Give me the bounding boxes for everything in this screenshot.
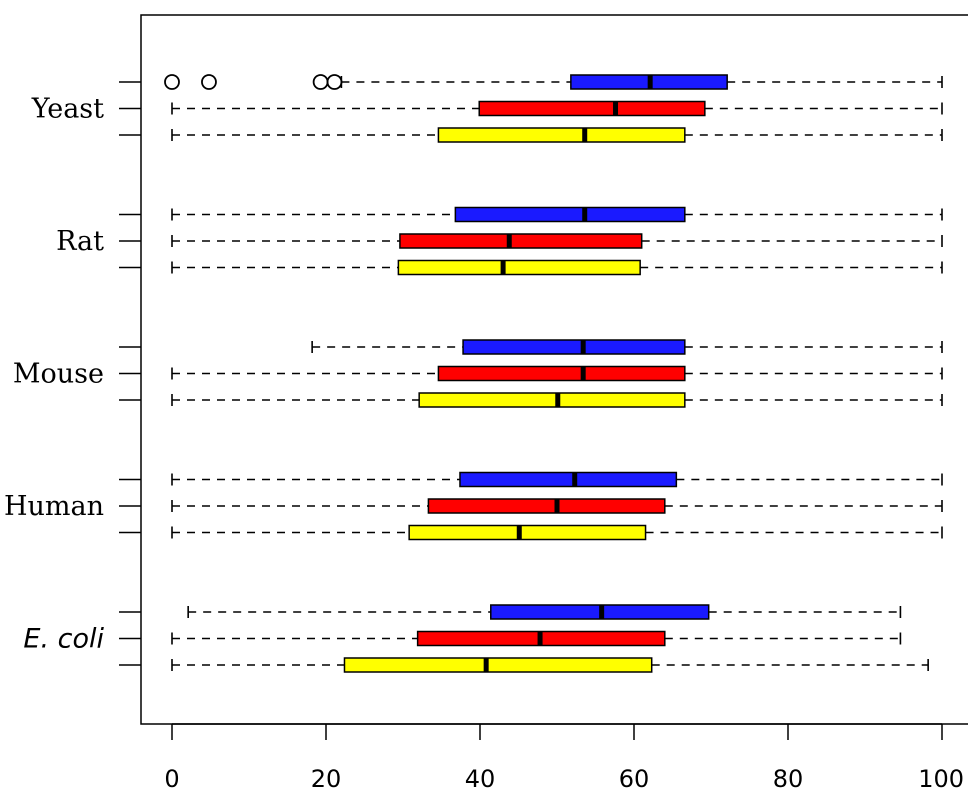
category-label: Human bbox=[4, 491, 104, 522]
outlier-point bbox=[326, 74, 343, 90]
category-labels: Yeast Rat Mouse Human E. coli bbox=[4, 94, 105, 655]
group-0-box-2-iqr-box bbox=[437, 127, 686, 143]
plot-area bbox=[164, 74, 943, 673]
outlier-point bbox=[201, 74, 217, 90]
category-label: Mouse bbox=[13, 359, 104, 390]
x-axis: 0 20 40 60 80 100 bbox=[119, 81, 964, 793]
group-2-box-0-iqr-box bbox=[462, 339, 686, 355]
x-tick-label: 100 bbox=[918, 765, 964, 793]
x-tick-label: 40 bbox=[465, 765, 496, 793]
group-0-box-1-iqr-box bbox=[478, 100, 706, 117]
outlier-point bbox=[312, 74, 329, 90]
group-3-box-1-iqr-box bbox=[427, 498, 666, 514]
x-tick-label: 80 bbox=[773, 765, 804, 793]
group-3-box-2-iqr-box bbox=[408, 524, 647, 541]
category-label: Yeast bbox=[31, 94, 104, 125]
outlier-point bbox=[164, 74, 180, 90]
x-tick-label: 0 bbox=[164, 765, 179, 793]
group-1-box-2-iqr-box bbox=[397, 259, 641, 276]
group-1-box-1-iqr-box bbox=[399, 233, 643, 249]
x-tick-label: 20 bbox=[311, 765, 342, 793]
group-2-box-1-iqr-box bbox=[437, 365, 686, 382]
group-1-box-0-iqr-box bbox=[454, 206, 686, 223]
category-label: Rat bbox=[56, 226, 104, 257]
group-3-box-0-iqr-box bbox=[459, 471, 678, 488]
group-2-box-2-iqr-box bbox=[418, 392, 686, 408]
group-4-box-2-iqr-box bbox=[343, 657, 653, 673]
x-tick-label: 60 bbox=[619, 765, 650, 793]
category-label: E. coli bbox=[23, 624, 104, 655]
